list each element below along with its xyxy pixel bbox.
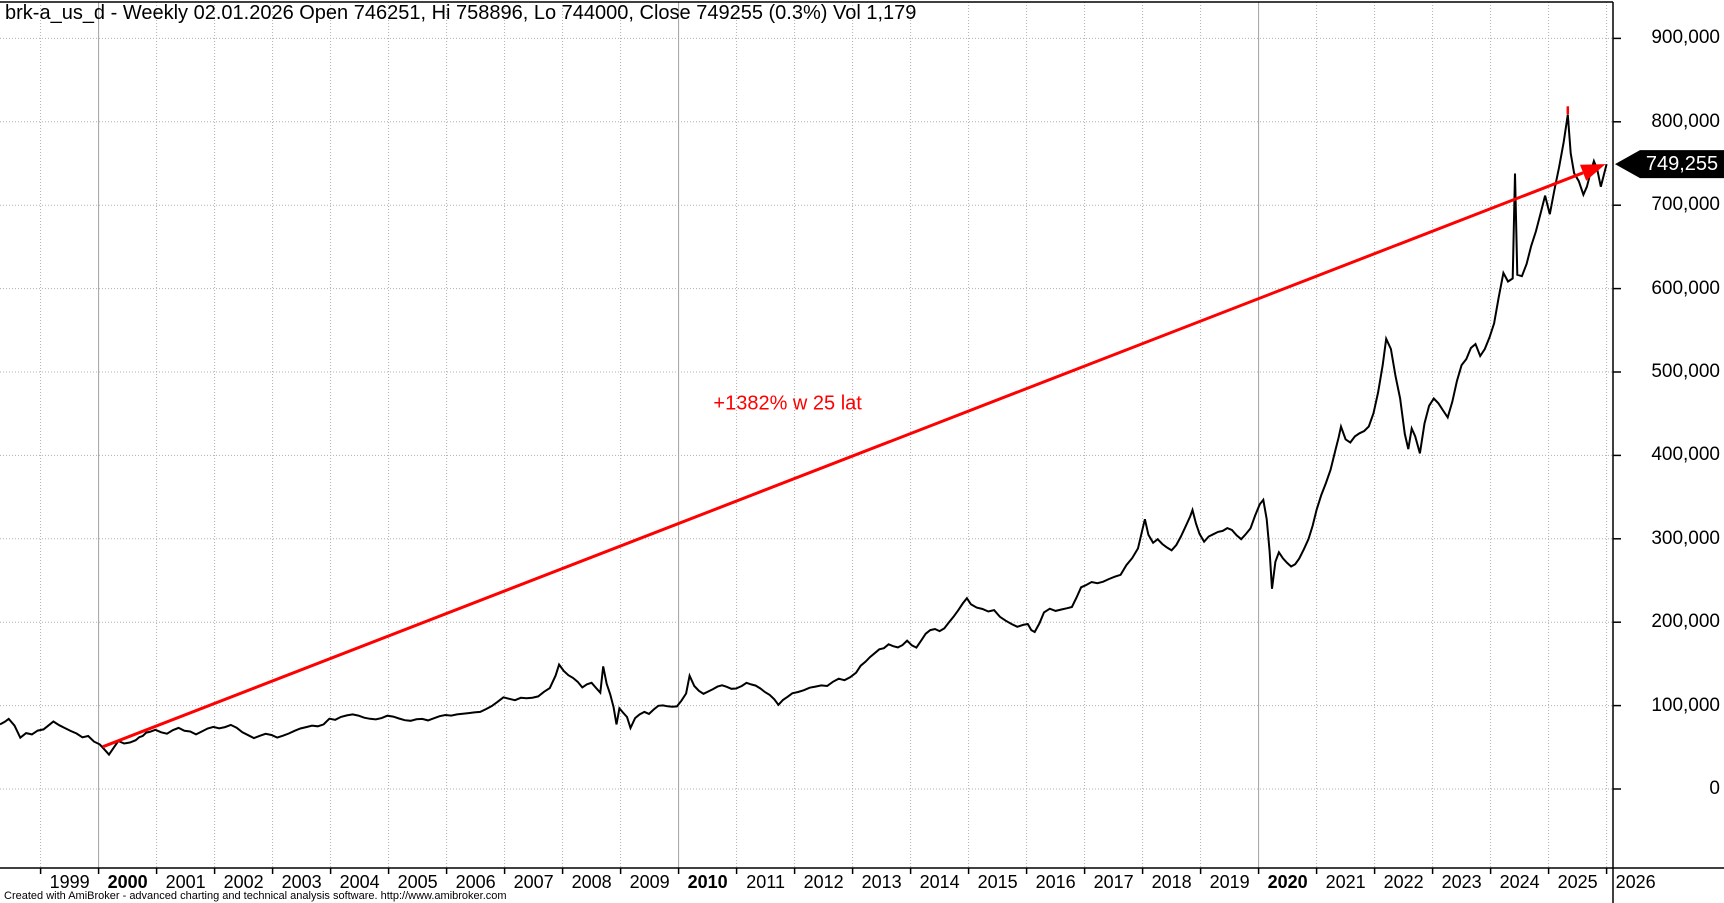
x-axis-label: 2006 bbox=[455, 872, 496, 892]
y-axis-label: 700,000 bbox=[1651, 194, 1720, 216]
x-axis-label: 2010 bbox=[687, 872, 728, 892]
x-axis-label: 2005 bbox=[397, 872, 438, 892]
x-axis-label: 1999 bbox=[49, 872, 90, 892]
y-axis-label: 800,000 bbox=[1651, 110, 1720, 132]
trendline bbox=[102, 171, 1584, 749]
x-axis-label: 2018 bbox=[1151, 872, 1192, 892]
x-axis-label: 2002 bbox=[223, 872, 264, 892]
last-price-tag: 749,255 bbox=[1645, 153, 1719, 176]
y-axis-label: 500,000 bbox=[1651, 360, 1720, 382]
x-axis-label: 2020 bbox=[1267, 872, 1308, 892]
x-axis-label: 2025 bbox=[1557, 872, 1598, 892]
y-axis-label: 200,000 bbox=[1651, 611, 1720, 633]
x-axis-label: 2015 bbox=[977, 872, 1018, 892]
x-axis-label: 2012 bbox=[803, 872, 844, 892]
x-axis-label: 2008 bbox=[571, 872, 612, 892]
x-axis-label: 2004 bbox=[339, 872, 380, 892]
y-axis-label: 300,000 bbox=[1651, 527, 1720, 549]
x-axis-label: 2022 bbox=[1383, 872, 1424, 892]
x-axis-label: 2011 bbox=[746, 872, 785, 892]
y-axis-label: 900,000 bbox=[1651, 27, 1720, 49]
y-axis-label: 600,000 bbox=[1651, 277, 1720, 299]
price-tag-pointer bbox=[1615, 150, 1724, 179]
chart-title: brk-a_us_d - Weekly 02.01.2026 Open 7462… bbox=[5, 2, 917, 24]
y-axis-label: 0 bbox=[1709, 778, 1720, 799]
x-axis-label: 2024 bbox=[1499, 872, 1540, 892]
x-axis-label: 2007 bbox=[513, 872, 554, 892]
y-axis-label: 100,000 bbox=[1651, 694, 1720, 716]
x-axis-label: 2023 bbox=[1441, 872, 1482, 892]
x-axis-label: 2016 bbox=[1035, 872, 1076, 892]
x-axis-label: 2009 bbox=[629, 872, 670, 892]
x-axis-label: 2026 bbox=[1615, 872, 1656, 892]
x-axis-label: 2017 bbox=[1093, 872, 1134, 892]
x-axis-label: 2003 bbox=[281, 872, 322, 892]
trendline-arrowhead bbox=[1580, 164, 1606, 181]
trendline-annotation: +1382% w 25 lat bbox=[713, 392, 862, 415]
x-axis-label: 2001 bbox=[165, 872, 206, 892]
amibroker-credit: Created with AmiBroker - advanced charti… bbox=[4, 890, 507, 902]
price-line-series bbox=[0, 114, 1608, 757]
x-axis-label: 2014 bbox=[919, 872, 960, 892]
x-axis-label: 2019 bbox=[1209, 872, 1250, 892]
y-axis-label: 400,000 bbox=[1651, 444, 1720, 466]
x-axis-label: 2021 bbox=[1325, 872, 1366, 892]
x-axis-label: 2000 bbox=[107, 872, 148, 892]
x-axis-label: 2013 bbox=[861, 872, 902, 892]
